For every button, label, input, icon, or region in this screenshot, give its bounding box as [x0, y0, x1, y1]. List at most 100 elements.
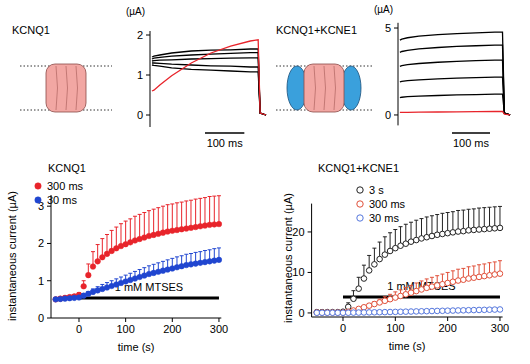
- data-point: [424, 285, 430, 291]
- data-point: [450, 279, 456, 285]
- kcnq1-channel: [304, 64, 344, 112]
- traces: [400, 32, 510, 115]
- data-point: [497, 225, 503, 231]
- data-point: [492, 272, 498, 278]
- panel-title: KCNQ1: [48, 162, 86, 174]
- kcnq1-channel: [46, 64, 86, 112]
- x-tick: [395, 317, 396, 321]
- error-bar: [175, 203, 179, 230]
- data-point: [487, 272, 493, 278]
- y-tick: [308, 272, 312, 273]
- legend-label: 3 s: [369, 184, 384, 196]
- y-tick-label: 2: [137, 29, 143, 41]
- channel-segment: [334, 66, 336, 110]
- data-point: [445, 280, 451, 286]
- panel-title: KCNQ1+KCNE1: [318, 162, 399, 174]
- y-axis: [398, 23, 399, 126]
- legend-marker: [35, 197, 41, 203]
- y-axis: [51, 195, 52, 318]
- data-point: [440, 231, 446, 237]
- current-trace: [400, 45, 510, 115]
- data-point: [372, 262, 378, 268]
- panel-title: KCNQ1: [12, 24, 50, 36]
- y-tick: [146, 35, 150, 36]
- data-point: [366, 268, 372, 274]
- data-point: [382, 252, 388, 258]
- data-point: [377, 256, 383, 262]
- y-tick: [308, 231, 312, 232]
- data-point: [361, 276, 367, 282]
- scale-bar-label: 100 ms: [453, 137, 490, 149]
- data-point: [471, 275, 477, 281]
- y-tick-label: 1: [137, 69, 143, 81]
- y-tick-label: 0: [38, 312, 44, 324]
- x-tick: [125, 318, 126, 322]
- y-axis: [150, 31, 151, 127]
- data-point: [387, 248, 393, 254]
- data-point: [461, 277, 467, 283]
- error-bar: [133, 216, 137, 240]
- data-point: [419, 236, 425, 242]
- data-point: [429, 284, 435, 290]
- y-tick: [394, 28, 398, 29]
- y-tick-label: 2: [38, 237, 44, 249]
- error-bar: [114, 227, 118, 248]
- legend-label: 30 ms: [369, 212, 399, 224]
- data-point: [345, 309, 351, 315]
- data-point: [497, 307, 503, 313]
- legend-label: 300 ms: [47, 180, 84, 192]
- x-axis: [51, 318, 221, 319]
- x-tick-label: 100: [386, 322, 404, 334]
- y-tick: [47, 318, 51, 319]
- x-axis-label: time (s): [118, 341, 155, 353]
- data-point: [356, 286, 362, 292]
- error-bar: [180, 202, 184, 229]
- y-axis-label: (µA): [374, 4, 393, 15]
- data-point: [440, 281, 446, 287]
- x-tick-label: 0: [340, 322, 346, 334]
- error-bar: [166, 205, 170, 232]
- x-tick: [218, 318, 219, 322]
- current-trace: [152, 49, 266, 115]
- data-point: [434, 283, 440, 289]
- data-point: [434, 232, 440, 238]
- x-tick: [78, 318, 79, 322]
- treatment-bar: [79, 297, 219, 300]
- scale-bar: [205, 132, 244, 134]
- current-trace: [152, 40, 266, 115]
- data-point: [335, 309, 341, 315]
- y-tick-label: 1: [38, 275, 44, 287]
- current-trace: [152, 63, 266, 115]
- current-trace: [152, 58, 266, 115]
- y-tick-label: 0: [298, 307, 304, 319]
- data-point: [481, 273, 487, 279]
- error-bar: [147, 211, 151, 236]
- current-trace: [400, 32, 510, 115]
- scale-bar-label: 100 ms: [207, 137, 244, 149]
- data-point: [81, 284, 87, 290]
- y-tick-label: 0: [137, 109, 143, 121]
- data-point: [216, 221, 222, 227]
- x-axis: [312, 317, 503, 318]
- data-point: [424, 234, 430, 240]
- data-point: [450, 230, 456, 236]
- data-point: [324, 309, 330, 315]
- y-tick-label: 5: [385, 22, 391, 34]
- error-bar: [138, 214, 142, 239]
- data-point: [445, 230, 451, 236]
- channel-segment: [324, 66, 326, 110]
- channel-schematic: [276, 64, 372, 112]
- data-point: [455, 278, 461, 284]
- current-trace: [152, 65, 266, 115]
- data-point: [393, 245, 399, 251]
- channel-segment: [66, 66, 68, 110]
- y-tick-label: 20: [292, 226, 304, 238]
- error-bar: [194, 199, 198, 227]
- error-bar: [208, 196, 212, 224]
- data-point: [429, 233, 435, 239]
- error-bar: [156, 208, 160, 234]
- error-bar: [189, 200, 193, 228]
- error-bar: [110, 230, 114, 251]
- error-bar: [184, 201, 188, 229]
- y-axis: [311, 204, 312, 317]
